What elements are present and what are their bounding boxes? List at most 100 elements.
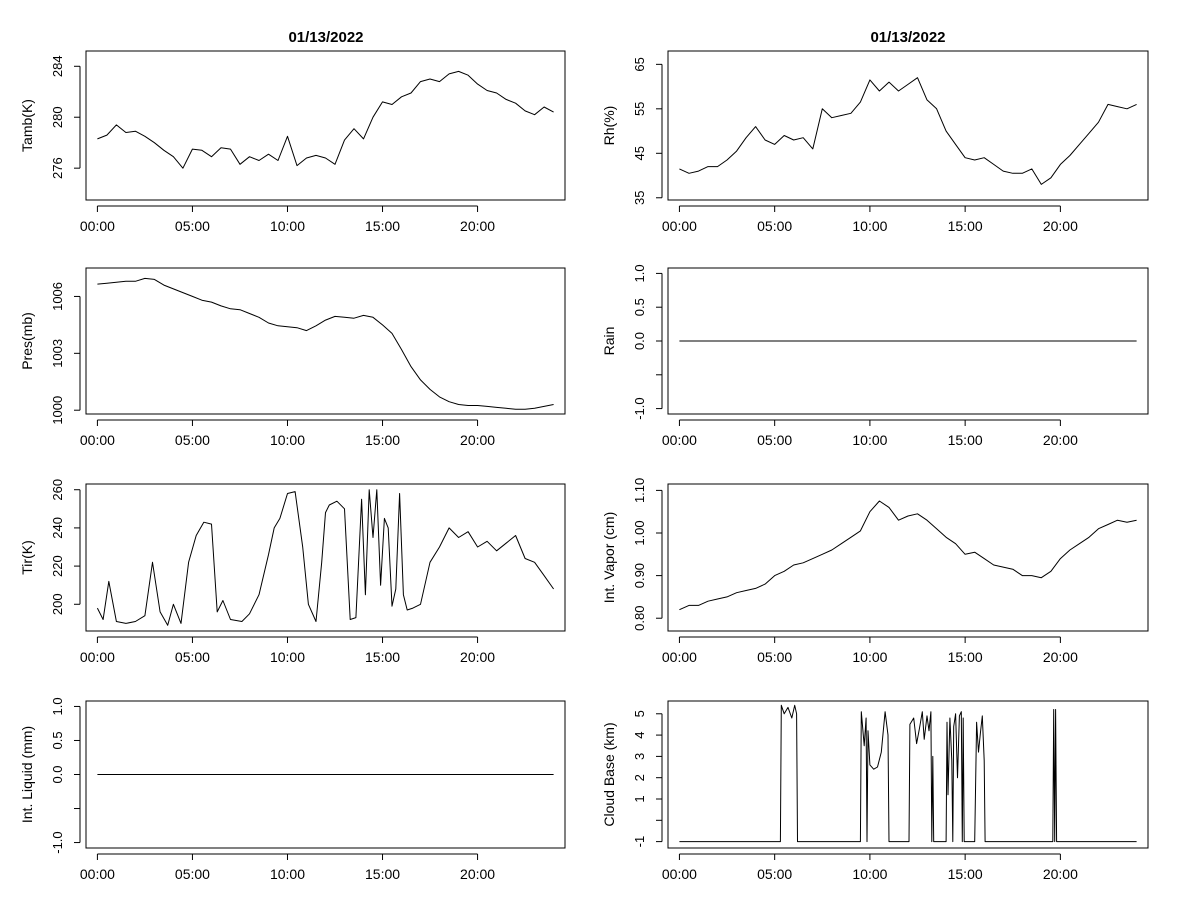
x-tick-label: 15:00 xyxy=(365,866,400,882)
plot-frame xyxy=(667,50,1149,201)
x-tick-label: 15:00 xyxy=(948,649,983,665)
x-tick-label: 05:00 xyxy=(757,866,792,882)
series-line-rh xyxy=(679,77,1137,185)
y-tick-label: 1.0 xyxy=(50,697,65,715)
panel-rain: 00:00 05:00 10:00 15:00 20:00 -1.0 0.0 0.5 1.0 Ra… xyxy=(601,264,1149,448)
series-line-tir xyxy=(96,489,555,626)
y-tick-label: 1000 xyxy=(50,396,65,425)
y-tick-label: 4 xyxy=(632,731,647,738)
y-tick-label: 0.5 xyxy=(50,731,65,749)
x-tick-label: 20:00 xyxy=(460,432,495,448)
series-line-vapor xyxy=(679,500,1137,611)
x-tick-label: 10:00 xyxy=(270,866,305,882)
y-tick-label: 3 xyxy=(632,753,647,760)
panel-vapor: 00:00 05:00 10:00 15:00 20:00 0.80 0.90 1.00 1.1… xyxy=(601,478,1149,665)
panel-tir: 00:00 05:00 10:00 15:00 20:00 200 220 240 260 Tir… xyxy=(19,479,566,665)
y-tick-label: 1003 xyxy=(50,339,65,368)
plot-frame xyxy=(667,700,1149,849)
x-tick-label: 10:00 xyxy=(852,866,887,882)
x-tick-label: 05:00 xyxy=(175,649,210,665)
x-tick-label: 05:00 xyxy=(175,432,210,448)
x-tick-label: 00:00 xyxy=(662,866,697,882)
y-axis-label: Tamb(K) xyxy=(19,99,35,152)
y-tick-label: 2 xyxy=(632,774,647,781)
x-tick-label: 20:00 xyxy=(460,866,495,882)
y-tick-label: 0.90 xyxy=(632,563,647,588)
panel-rh: 00:00 05:00 10:00 15:00 20:00 35 45 55 65 Rh(%) xyxy=(601,50,1149,234)
x-tick-label: 15:00 xyxy=(948,432,983,448)
y-tick-label: 55 xyxy=(632,102,647,116)
x-tick-label: 00:00 xyxy=(80,866,115,882)
y-tick-label: 1.10 xyxy=(632,478,647,503)
x-tick-label: 10:00 xyxy=(852,432,887,448)
x-tick-label: 00:00 xyxy=(662,218,697,234)
y-axis-label: Tir(K) xyxy=(19,540,35,574)
y-tick-label: -1.0 xyxy=(50,831,65,853)
y-axis-label: Cloud Base (km) xyxy=(601,722,617,826)
plot-frame xyxy=(85,483,566,632)
y-tick-label: 0.5 xyxy=(632,298,647,316)
x-tick-label: 00:00 xyxy=(80,432,115,448)
x-tick-label: 00:00 xyxy=(80,218,115,234)
x-tick-label: 15:00 xyxy=(948,866,983,882)
y-tick-label: 1.00 xyxy=(632,520,647,545)
x-tick-label: 10:00 xyxy=(270,432,305,448)
y-tick-label: 0.80 xyxy=(632,606,647,631)
y-tick-label: 260 xyxy=(50,479,65,501)
x-tick-label: 05:00 xyxy=(757,649,792,665)
x-tick-label: 15:00 xyxy=(948,218,983,234)
panel-tamb: 00:00 05:00 10:00 15:00 20:00 276 280 284 Tamb(K… xyxy=(19,50,566,234)
panel-liquid: 00:00 05:00 10:00 15:00 20:00 -1.0 0.0 0.5 1.0 In… xyxy=(19,697,566,882)
y-tick-label: 284 xyxy=(50,55,65,77)
y-tick-label: 0.0 xyxy=(50,765,65,783)
panel-cloud-base: 00:00 05:00 10:00 15:00 20:00 -1 1 2 3 4 5 Cloud Ba… xyxy=(601,700,1149,882)
y-tick-label: 220 xyxy=(50,555,65,577)
y-tick-label: 45 xyxy=(632,146,647,160)
y-tick-label: 1006 xyxy=(50,282,65,311)
x-tick-label: 10:00 xyxy=(270,218,305,234)
plot-frame xyxy=(667,483,1149,632)
y-tick-label: 1.0 xyxy=(632,264,647,282)
y-tick-label: 1 xyxy=(632,795,647,802)
x-tick-label: 05:00 xyxy=(757,218,792,234)
x-tick-label: 20:00 xyxy=(1043,218,1078,234)
x-tick-label: 05:00 xyxy=(175,866,210,882)
y-axis-label: Rh(%) xyxy=(601,106,617,146)
x-tick-label: 10:00 xyxy=(852,649,887,665)
y-tick-label: 280 xyxy=(50,106,65,128)
y-tick-label: -1.0 xyxy=(632,397,647,419)
x-tick-label: 20:00 xyxy=(1043,649,1078,665)
x-tick-label: 15:00 xyxy=(365,218,400,234)
y-tick-label: 240 xyxy=(50,517,65,539)
x-tick-label: 20:00 xyxy=(1043,432,1078,448)
x-tick-label: 05:00 xyxy=(175,218,210,234)
x-tick-label: 10:00 xyxy=(270,649,305,665)
title-left: 01/13/2022 xyxy=(288,29,363,46)
y-axis-label: Int. Vapor (cm) xyxy=(601,512,617,604)
x-tick-label: 15:00 xyxy=(365,432,400,448)
y-tick-label: 35 xyxy=(632,191,647,205)
x-tick-label: 20:00 xyxy=(460,649,495,665)
x-tick-label: 05:00 xyxy=(757,432,792,448)
y-axis-label: Rain xyxy=(601,327,617,356)
y-tick-label: 0.0 xyxy=(632,332,647,350)
y-tick-label: 5 xyxy=(632,710,647,717)
panel-pres: 00:00 05:00 10:00 15:00 20:00 1000 1003 1006 Pre… xyxy=(19,267,566,448)
x-tick-label: 15:00 xyxy=(365,649,400,665)
y-tick-label: 276 xyxy=(50,157,65,179)
y-axis-label: Pres(mb) xyxy=(19,312,35,370)
y-tick-label: 200 xyxy=(50,593,65,615)
plot-frame xyxy=(85,267,566,415)
x-tick-label: 20:00 xyxy=(460,218,495,234)
x-tick-label: 00:00 xyxy=(662,649,697,665)
series-line-tamb xyxy=(97,70,554,169)
y-axis-label: Int. Liquid (mm) xyxy=(19,726,35,823)
x-tick-label: 20:00 xyxy=(1043,866,1078,882)
series-line-pres xyxy=(97,277,554,410)
x-tick-label: 00:00 xyxy=(662,432,697,448)
x-tick-label: 00:00 xyxy=(80,649,115,665)
series-line-cloud-base xyxy=(679,704,1137,843)
y-tick-label: 65 xyxy=(632,57,647,71)
plot-frame xyxy=(85,700,566,849)
